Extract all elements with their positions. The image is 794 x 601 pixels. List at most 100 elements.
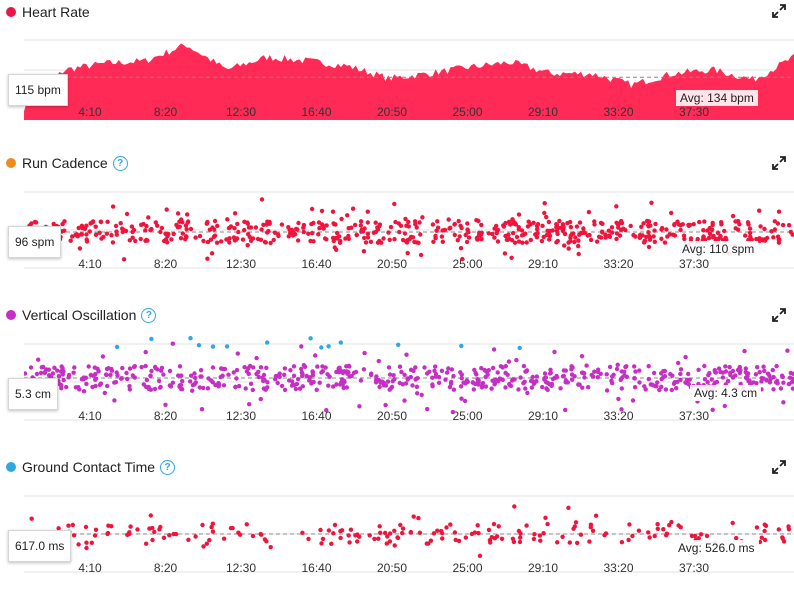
data-point: [480, 380, 486, 386]
data-point: [92, 533, 98, 538]
data-point: [294, 381, 300, 387]
data-point: [129, 224, 135, 229]
data-point: [144, 377, 150, 383]
x-tick-label: 8:20: [154, 105, 178, 119]
panel-header: Ground Contact Time ?: [6, 456, 176, 478]
expand-icon[interactable]: [772, 4, 786, 18]
data-point: [186, 219, 191, 224]
data-point: [502, 251, 508, 256]
outlier-point: [188, 336, 193, 341]
data-point: [143, 349, 148, 355]
data-point: [560, 374, 566, 379]
data-point: [758, 224, 763, 229]
data-point: [534, 374, 539, 379]
ground-contact-time-dot-icon: [6, 462, 16, 472]
data-point: [250, 387, 255, 393]
data-point: [275, 380, 280, 386]
data-point: [642, 238, 647, 244]
data-point: [646, 224, 651, 229]
data-point: [543, 375, 548, 380]
data-point: [115, 373, 120, 378]
data-point: [449, 367, 455, 372]
data-point: [734, 535, 739, 541]
data-point: [103, 372, 109, 377]
data-point: [105, 531, 110, 537]
data-point: [547, 230, 552, 235]
data-point: [101, 234, 106, 240]
data-point: [503, 233, 508, 239]
x-axis: 4:10 8:20 12:30 16:40 20:50 25:00 29:10 33:20 37…: [78, 409, 709, 423]
expand-icon[interactable]: [772, 156, 786, 170]
data-point: [415, 391, 420, 396]
data-point: [518, 535, 523, 540]
data-point: [240, 237, 246, 242]
data-point: [301, 363, 307, 368]
data-point: [131, 227, 137, 233]
data-point: [377, 238, 382, 244]
data-point: [678, 227, 683, 233]
data-point: [508, 383, 514, 389]
data-point: [358, 223, 363, 228]
x-tick-label: 8:20: [154, 257, 178, 271]
data-point: [710, 235, 716, 240]
data-point: [416, 240, 421, 245]
data-point: [221, 536, 227, 541]
data-point: [38, 370, 44, 376]
help-icon[interactable]: ?: [141, 307, 157, 323]
data-point: [747, 378, 752, 383]
data-point: [127, 384, 132, 389]
data-point: [390, 378, 395, 384]
x-tick-label: 25:00: [452, 409, 482, 423]
data-point: [311, 239, 316, 244]
data-point: [319, 370, 324, 375]
data-point: [728, 372, 733, 378]
data-point: [431, 531, 437, 536]
data-point: [568, 224, 574, 230]
data-point: [386, 230, 391, 235]
heart-rate-chart: 4:10 8:20 12:30 16:40 20:50 25:00 29:10 33:20 37…: [24, 39, 794, 120]
data-point: [786, 527, 792, 532]
data-point: [105, 219, 110, 224]
data-point: [185, 212, 190, 217]
scatter-points: [24, 336, 794, 415]
help-icon[interactable]: ?: [112, 155, 128, 171]
data-point: [647, 535, 652, 540]
expand-icon[interactable]: [772, 308, 786, 322]
data-point: [309, 206, 315, 212]
data-point: [664, 227, 669, 232]
expand-icon[interactable]: [772, 460, 786, 474]
data-point: [491, 521, 497, 527]
data-point: [255, 236, 261, 242]
data-point: [518, 531, 523, 536]
data-point: [408, 374, 413, 380]
data-point: [77, 246, 83, 251]
data-point: [153, 366, 158, 371]
data-point: [64, 384, 69, 390]
data-point: [567, 540, 572, 545]
data-point: [456, 538, 462, 544]
data-point: [163, 231, 168, 236]
data-point: [400, 530, 405, 536]
data-point: [554, 228, 559, 234]
data-point: [543, 515, 548, 520]
data-point: [286, 234, 291, 239]
data-point: [662, 368, 668, 374]
x-tick-label: 4:10: [78, 105, 102, 119]
data-point: [709, 377, 714, 382]
data-point: [148, 227, 153, 233]
data-point: [186, 537, 191, 542]
outlier-point: [326, 344, 331, 349]
data-point: [593, 513, 599, 518]
help-icon[interactable]: ?: [160, 459, 176, 475]
data-point: [104, 231, 110, 236]
data-point: [705, 228, 710, 233]
data-point: [338, 535, 343, 541]
data-point: [632, 364, 637, 369]
data-point: [59, 386, 64, 391]
data-point: [268, 240, 273, 246]
data-point: [528, 237, 533, 243]
data-point: [204, 221, 209, 226]
data-point: [535, 227, 540, 232]
data-point: [259, 227, 264, 232]
data-point: [250, 533, 256, 539]
